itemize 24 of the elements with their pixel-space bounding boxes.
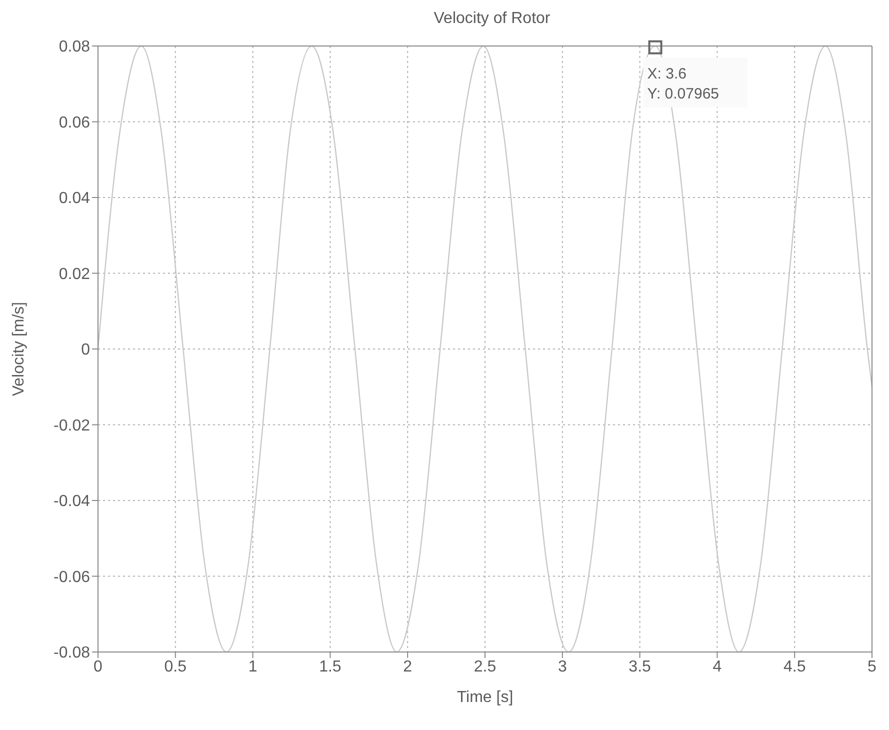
x-tick-label: 2: [403, 658, 412, 676]
y-tick-label: 0: [81, 342, 90, 359]
x-tick-label: 4: [712, 658, 722, 676]
x-tick-label: 1.5: [319, 658, 342, 676]
annotation: X: 3.6 Y: 0.07965: [647, 65, 720, 102]
x-tick-label: 5: [868, 658, 877, 676]
x-tick-label: 0.5: [164, 658, 187, 676]
y-tick-label: -0.06: [54, 568, 90, 586]
x-axis-title: Time [s]: [456, 689, 514, 706]
x-tick-label: 4.5: [783, 658, 806, 676]
y-tick-label: 0.06: [58, 114, 90, 132]
x-tick-label: 1: [248, 658, 258, 676]
chart-title: Velocity of Rotor: [432, 10, 552, 28]
y-tick-label: 0.02: [58, 266, 90, 283]
y-tick-label: 0.04: [58, 190, 90, 208]
x-tick-label: 2.5: [474, 658, 496, 676]
x-tick-label: 3: [558, 658, 567, 676]
y-axis-title: Velocity [m/s]: [10, 302, 28, 396]
x-tick-label: 3.5: [628, 658, 652, 676]
y-tick-label: 0.08: [58, 38, 90, 56]
y-tick-label: -0.02: [54, 417, 90, 434]
y-tick-label: -0.04: [54, 493, 90, 510]
x-tick-label: 0: [94, 658, 103, 676]
y-tick-label: -0.08: [54, 644, 90, 662]
